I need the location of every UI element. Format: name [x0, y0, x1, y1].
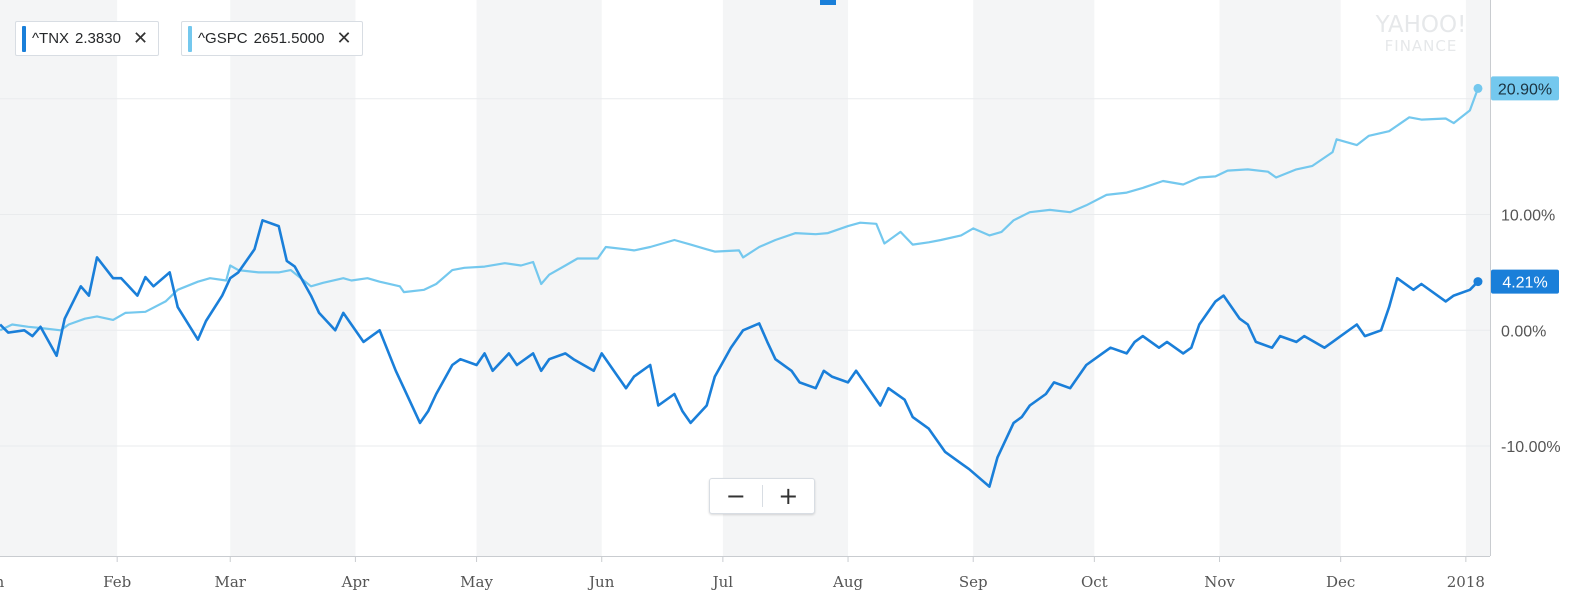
month-band — [722, 0, 849, 556]
y-tick-label: 10.00% — [1501, 208, 1555, 225]
x-tick-label: Oct — [1081, 573, 1108, 591]
month-band — [973, 0, 1095, 556]
x-tick-label: Jun — [587, 573, 615, 591]
last-value-label: 20.90% — [1498, 81, 1552, 98]
x-axis: Jan Feb Mar Apr May Jun Jul Aug Sep Oct Nov Dec 2018 — [0, 556, 1490, 591]
close-icon[interactable]: ✕ — [132, 28, 149, 48]
zoom-control: − + — [709, 478, 815, 514]
month-bands — [0, 0, 1490, 556]
series-lines — [0, 88, 1480, 488]
x-tick-label: Sep — [959, 573, 988, 591]
month-band — [230, 0, 356, 556]
month-band — [0, 0, 118, 556]
x-tick-label: Mar — [214, 573, 246, 591]
series-line-tnx — [0, 219, 1479, 488]
chip-symbol: ^GSPC — [198, 30, 248, 47]
series-line-gspc — [0, 88, 1480, 332]
chip-price: 2651.5000 — [253, 30, 325, 47]
y-tick-label: 0.00% — [1501, 323, 1546, 340]
series-color-swatch — [22, 25, 26, 52]
last-value-badge — [1491, 269, 1559, 294]
symbol-chip-tnx[interactable]: ^TNX 2.3830 ✕ — [15, 21, 160, 56]
x-tick-label: Dec — [1326, 573, 1355, 591]
x-tick-label: Apr — [341, 573, 370, 591]
zoom-divider — [761, 485, 763, 507]
yahoo-finance-logo: YAHOO! FINANCE — [1375, 12, 1467, 55]
chip-price: 2.3830 — [75, 30, 121, 47]
y-tick-label: -10.00% — [1501, 439, 1561, 456]
series-color-swatch — [188, 25, 192, 52]
last-value-markers: 4.21% 20.90% — [1473, 76, 1559, 294]
x-tick-label: Jul — [711, 573, 734, 591]
last-point-dot — [1473, 83, 1483, 93]
grid-lines — [0, 98, 1490, 447]
close-icon[interactable]: ✕ — [336, 28, 352, 48]
x-tick-label: Jan — [0, 573, 5, 591]
last-value-badge — [1491, 76, 1559, 101]
last-value-label: 4.21% — [1502, 275, 1547, 292]
x-tick-label: Nov — [1204, 573, 1235, 591]
chip-symbol: ^TNX — [32, 30, 70, 47]
x-tick-label: 2018 — [1447, 573, 1485, 591]
x-tick-label: Aug — [832, 573, 863, 591]
symbol-chip-gspc[interactable]: ^GSPC 2651.5000 ✕ — [181, 21, 363, 56]
range-indicator — [820, 0, 836, 5]
y-axis: 0.00% 10.00% -10.00% — [1490, 0, 1561, 556]
zoom-out-button[interactable]: − — [725, 482, 746, 510]
zoom-in-button[interactable]: + — [778, 482, 799, 510]
x-tick-label: May — [460, 573, 493, 591]
last-point-dot — [1473, 277, 1483, 287]
month-band — [1219, 0, 1341, 556]
x-tick-label: Feb — [103, 573, 131, 591]
